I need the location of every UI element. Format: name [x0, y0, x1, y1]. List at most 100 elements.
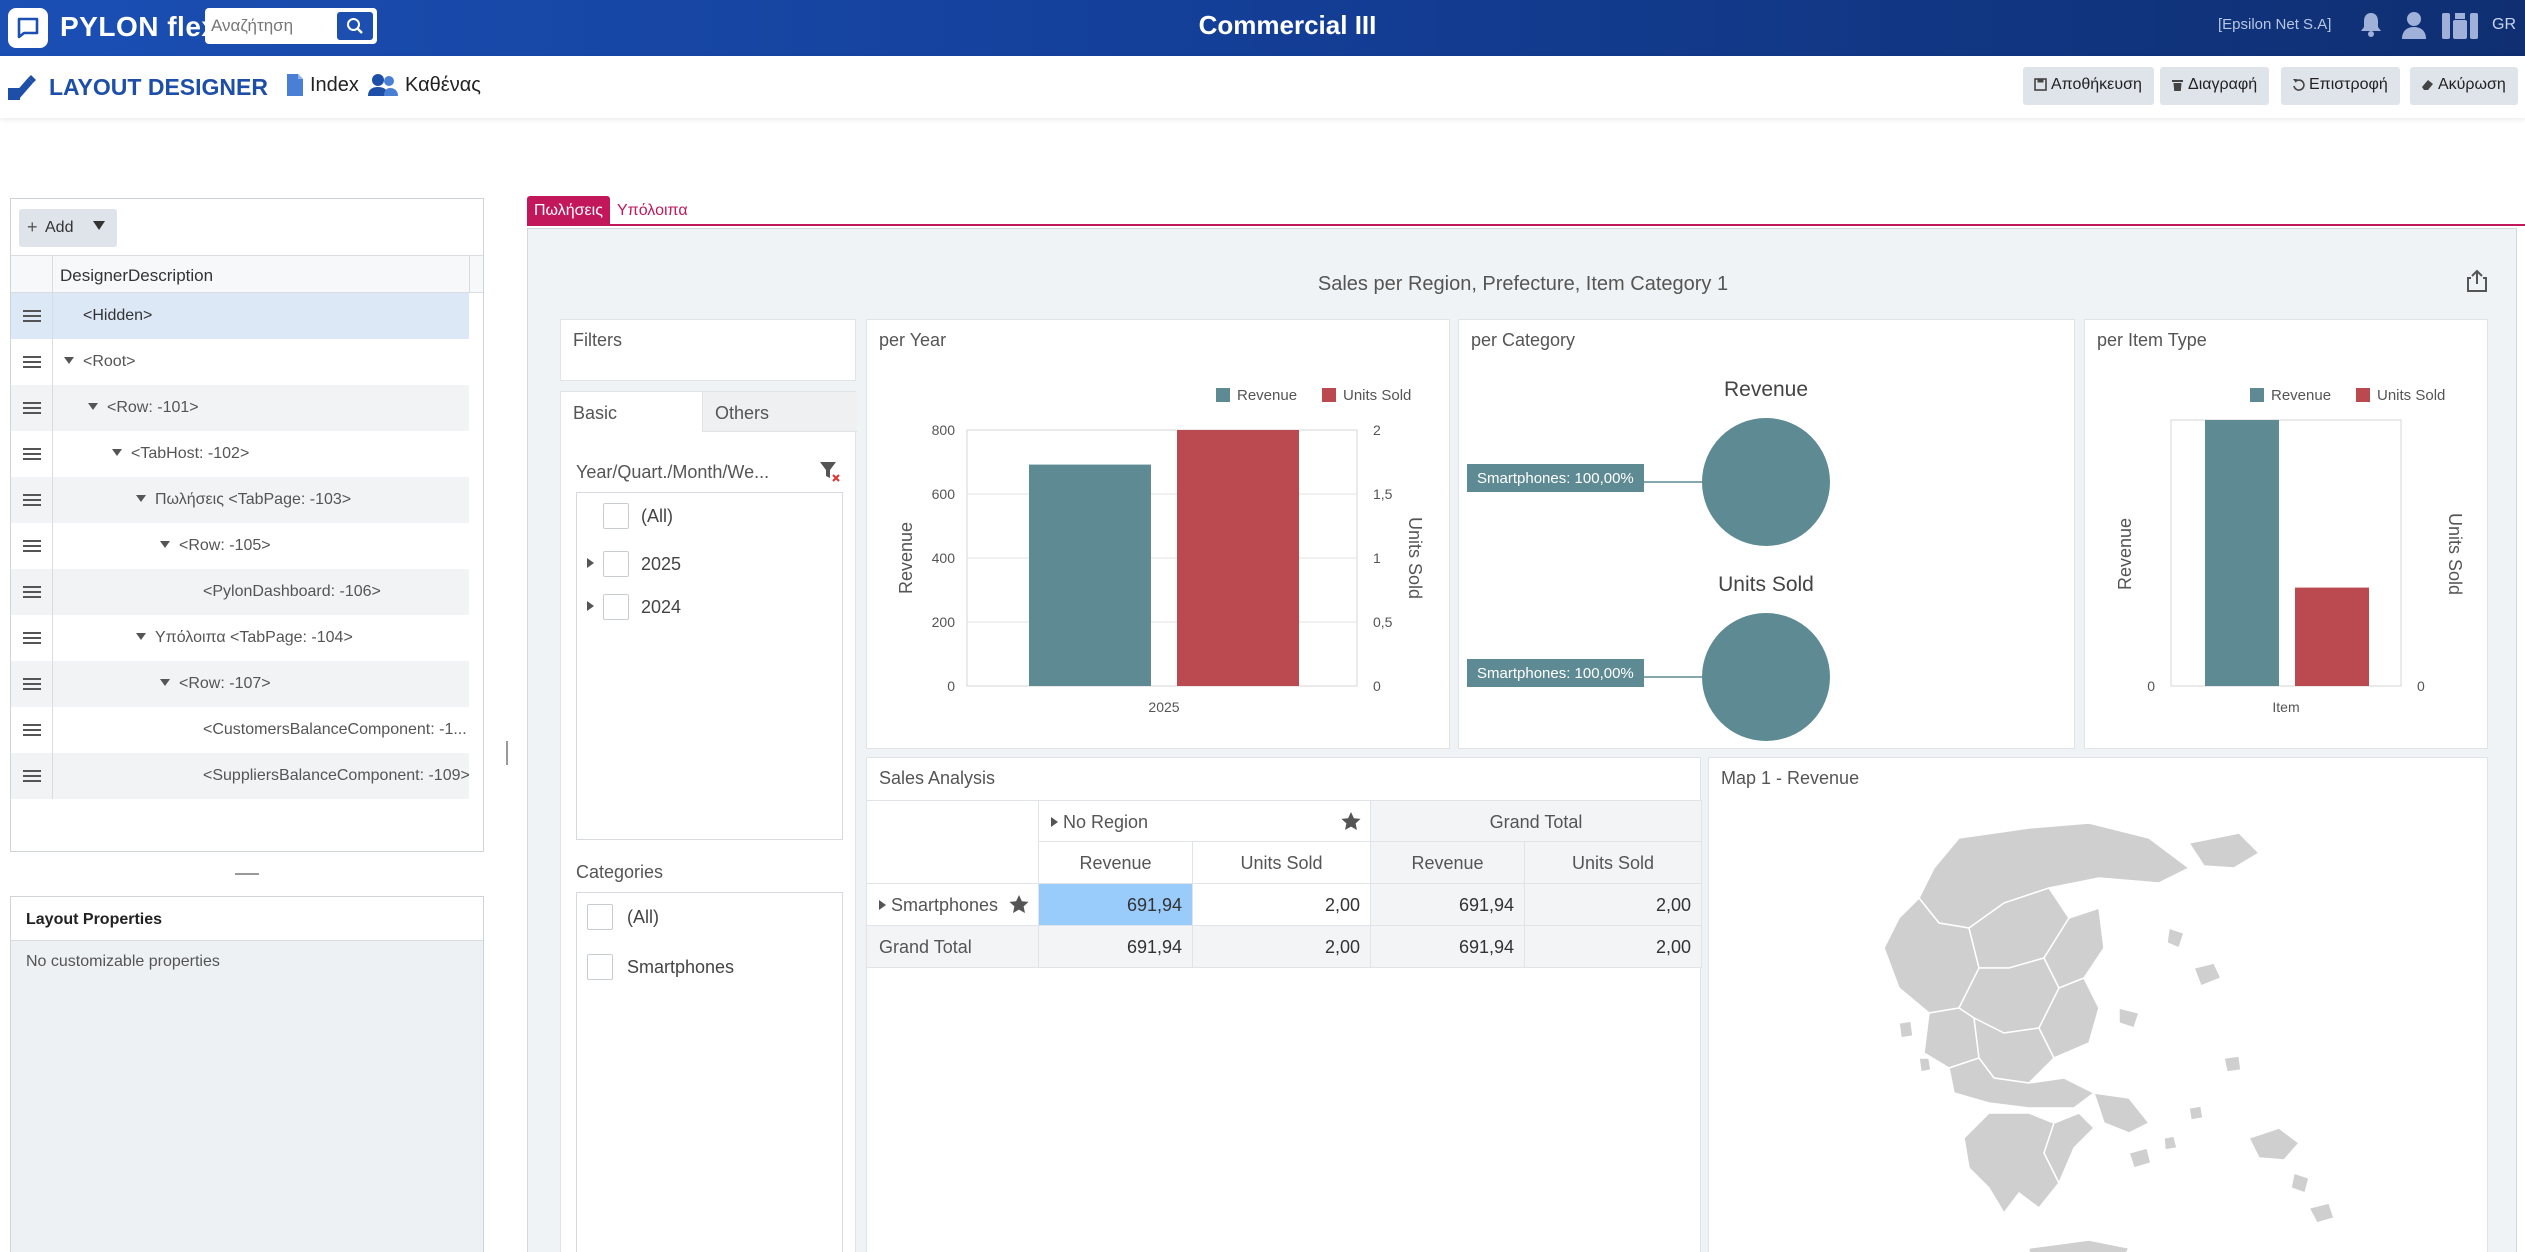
pivot-cell[interactable]: 691,94 [1039, 884, 1193, 926]
pivot-header-no-region[interactable]: No Region [1039, 800, 1371, 842]
legend-units-sold[interactable]: Units Sold [2377, 387, 2446, 404]
pivot-row-smartphones[interactable]: Smartphones [867, 884, 1039, 926]
tree-row-customers-balance[interactable]: <CustomersBalanceComponent: -1... [11, 707, 469, 753]
drag-handle-icon[interactable] [11, 661, 53, 707]
drag-handle-icon[interactable] [11, 523, 53, 569]
pivot-cell[interactable]: 2,00 [1525, 884, 1702, 926]
per-item-type-title: per Item Type [2097, 330, 2207, 350]
pivot-cell[interactable]: 2,00 [1525, 926, 1702, 968]
pivot-cell[interactable]: 691,94 [1039, 926, 1193, 968]
language-selector[interactable]: GR [2492, 16, 2516, 33]
users-link[interactable]: Καθένας [405, 74, 481, 96]
drag-handle-icon[interactable] [11, 569, 53, 615]
company-name[interactable]: [Epsilon Net S.A] [2218, 16, 2332, 33]
date-filter-label: Year/Quart./Month/We... [576, 462, 770, 482]
drag-handle-icon[interactable] [11, 339, 53, 385]
delete-button[interactable]: Διαγραφή [2160, 67, 2270, 105]
pivot-cell[interactable]: 691,94 [1371, 926, 1525, 968]
drag-handle-icon[interactable] [11, 477, 53, 523]
drag-handle-icon[interactable] [11, 431, 53, 477]
tree-row-row-101[interactable]: <Row: -101> [11, 385, 469, 431]
drag-handle-icon[interactable] [11, 615, 53, 661]
search-input[interactable] [211, 12, 331, 40]
pivot-col-revenue-2[interactable]: Revenue [1371, 842, 1525, 884]
checkbox-all-categories[interactable] [587, 904, 613, 930]
x-tick-label: 2025 [1148, 699, 1179, 715]
legend-revenue[interactable]: Revenue [2271, 387, 2332, 404]
date-item-2024: 2024 [641, 597, 682, 617]
pivot-cell[interactable]: 691,94 [1371, 884, 1525, 926]
tree-row-row-107[interactable]: <Row: -107> [11, 661, 469, 707]
eraser-icon [2422, 80, 2433, 90]
star-icon[interactable] [1009, 895, 1029, 914]
vertical-splitter-handle[interactable] [506, 741, 508, 765]
trash-icon [2172, 80, 2183, 91]
horizontal-splitter-handle[interactable] [235, 873, 259, 875]
pivot-header-grand-total: Grand Total [1371, 800, 1702, 842]
search-box [205, 8, 377, 44]
legend-revenue[interactable]: Revenue [1237, 387, 1298, 404]
tree-row-row-105[interactable]: <Row: -105> [11, 523, 469, 569]
search-button[interactable] [337, 12, 373, 40]
tree-row-label: <Row: -105> [179, 537, 271, 554]
collapse-icon[interactable] [160, 541, 170, 548]
expand-icon[interactable] [587, 601, 594, 611]
pivot-col-units-1[interactable]: Units Sold [1193, 842, 1371, 884]
revert-button[interactable]: Επιστροφή [2281, 67, 2400, 105]
tab-others[interactable]: Others [703, 392, 857, 432]
tab-balances[interactable]: Υπόλοιπα [617, 202, 688, 219]
drag-handle-icon[interactable] [11, 707, 53, 753]
tree-row-suppliers-balance[interactable]: <SuppliersBalanceComponent: -109> [11, 753, 470, 799]
pivot-col-units-2[interactable]: Units Sold [1525, 842, 1702, 884]
checkbox-all-dates[interactable] [603, 503, 629, 529]
save-button[interactable]: Αποθήκευση [2023, 67, 2154, 105]
pivot-cell[interactable]: 2,00 [1193, 884, 1371, 926]
drag-handle-icon[interactable] [11, 293, 53, 339]
cancel-button[interactable]: Ακύρωση [2410, 67, 2518, 105]
tree-row-tabpage-104[interactable]: Υπόλοιπα <TabPage: -104> [11, 615, 469, 661]
designer-description-header[interactable]: DesignerDescription [60, 266, 214, 285]
sales-analysis-card: Sales Analysis No Region Grand Total Rev… [866, 757, 1702, 1252]
user-icon[interactable] [2400, 10, 2428, 40]
checkbox-smartphones[interactable] [587, 954, 613, 980]
tree-row-label: <Row: -101> [107, 399, 199, 416]
tab-sales[interactable]: Πωλήσεις [527, 196, 610, 226]
tree-row-label: <TabHost: -102> [131, 445, 250, 462]
collapse-icon[interactable] [136, 495, 146, 502]
expand-icon[interactable] [1051, 817, 1058, 827]
date-item-all: (All) [641, 506, 673, 526]
app-logo[interactable] [8, 8, 48, 48]
drag-handle-icon[interactable] [11, 385, 53, 431]
pivot-col-revenue-1[interactable]: Revenue [1039, 842, 1193, 884]
tree-row-dashboard-106[interactable]: <PylonDashboard: -106> [11, 569, 469, 615]
expand-icon[interactable] [587, 558, 594, 568]
drag-handle-icon[interactable] [11, 753, 53, 799]
index-link[interactable]: Index [310, 74, 359, 96]
tools-icon[interactable] [2440, 10, 2480, 42]
tab-basic[interactable]: Basic [561, 392, 703, 432]
collapse-icon[interactable] [88, 403, 98, 410]
tree-row-root[interactable]: <Root> [11, 339, 469, 385]
tree-row-tabhost-102[interactable]: <TabHost: -102> [11, 431, 469, 477]
add-button[interactable]: + Add [19, 209, 117, 247]
tree-row-tabpage-103[interactable]: Πωλήσεις <TabPage: -103> [11, 477, 469, 523]
clear-filter-icon[interactable] [819, 460, 841, 484]
caret-down-icon[interactable] [93, 221, 105, 230]
star-icon[interactable] [1341, 812, 1361, 831]
save-button-label: Αποθήκευση [2051, 76, 2142, 93]
y2-tick-label: 0 [1373, 678, 1381, 694]
pivot-cell[interactable]: 2,00 [1193, 926, 1371, 968]
tree-row-hidden[interactable]: <Hidden> [11, 293, 469, 339]
collapse-icon[interactable] [64, 357, 74, 364]
collapse-icon[interactable] [112, 449, 122, 456]
greece-map[interactable] [1829, 808, 2349, 1252]
checkbox-2024[interactable] [603, 594, 629, 620]
legend-units-sold[interactable]: Units Sold [1343, 387, 1412, 404]
export-icon[interactable] [2466, 269, 2488, 293]
checkbox-2025[interactable] [603, 551, 629, 577]
collapse-icon[interactable] [160, 679, 170, 686]
bell-icon[interactable] [2358, 10, 2384, 38]
pivot-row-grand-total: Grand Total [867, 926, 1039, 968]
collapse-icon[interactable] [136, 633, 146, 640]
expand-icon[interactable] [879, 900, 886, 910]
